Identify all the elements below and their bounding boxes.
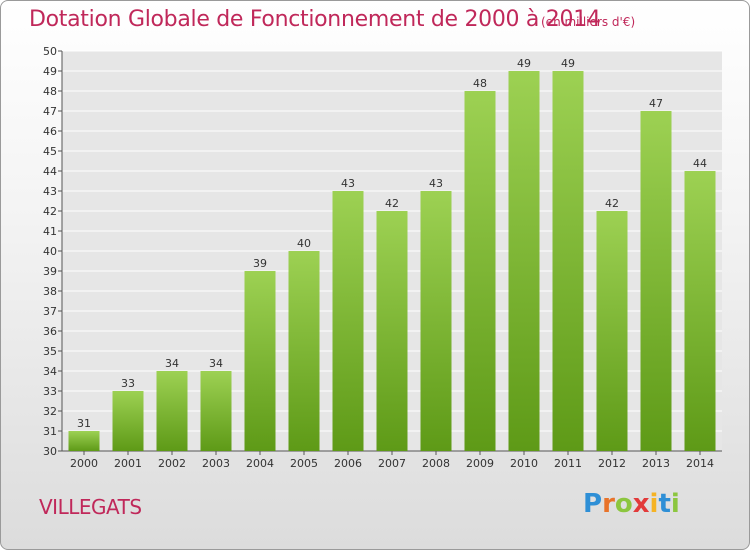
bar-value-label: 47	[649, 97, 663, 110]
bar-value-label: 34	[165, 357, 179, 370]
x-tick-label: 2008	[422, 457, 450, 470]
bar-value-label: 43	[341, 177, 355, 190]
y-tick-label: 39	[43, 265, 57, 278]
bar-value-label: 44	[693, 157, 707, 170]
y-tick-label: 42	[43, 205, 57, 218]
y-tick-label: 32	[43, 405, 57, 418]
x-tick-label: 2001	[114, 457, 142, 470]
y-tick-label: 38	[43, 285, 57, 298]
y-tick-label: 49	[43, 65, 57, 78]
bar	[508, 71, 540, 451]
bar	[420, 191, 452, 451]
bar	[200, 371, 232, 451]
y-tick-label: 46	[43, 125, 57, 138]
proxiti-logo: Proxiti	[583, 489, 680, 519]
logo-letter: i	[649, 489, 659, 519]
y-tick-label: 41	[43, 225, 57, 238]
bar	[684, 171, 716, 451]
x-tick-label: 2003	[202, 457, 230, 470]
x-tick-label: 2014	[686, 457, 714, 470]
y-tick-label: 45	[43, 145, 57, 158]
y-tick-label: 40	[43, 245, 57, 258]
bar-value-label: 49	[517, 57, 531, 70]
bar-value-label: 34	[209, 357, 223, 370]
x-tick-label: 2004	[246, 457, 274, 470]
bar-value-label: 49	[561, 57, 575, 70]
bar-value-label: 40	[297, 237, 311, 250]
x-tick-label: 2011	[554, 457, 582, 470]
bar	[68, 431, 100, 451]
x-tick-label: 2010	[510, 457, 538, 470]
bar	[156, 371, 188, 451]
y-tick-label: 31	[43, 425, 57, 438]
bar	[332, 191, 364, 451]
y-tick-label: 48	[43, 85, 57, 98]
logo-letter: r	[602, 489, 615, 519]
bar-value-label: 42	[385, 197, 399, 210]
y-tick-label: 43	[43, 185, 57, 198]
x-tick-label: 2005	[290, 457, 318, 470]
bar-value-label: 39	[253, 257, 267, 270]
bar	[244, 271, 276, 451]
bar-value-label: 48	[473, 77, 487, 90]
bar-value-label: 31	[77, 417, 91, 430]
logo-letter: P	[583, 489, 603, 519]
x-tick-label: 2012	[598, 457, 626, 470]
y-tick-label: 35	[43, 345, 57, 358]
y-tick-label: 50	[43, 45, 57, 58]
bar-value-label: 43	[429, 177, 443, 190]
logo-letter: x	[632, 489, 650, 519]
logo-letter: o	[614, 489, 633, 519]
x-tick-label: 2000	[70, 457, 98, 470]
y-tick-label: 33	[43, 385, 57, 398]
bar	[596, 211, 628, 451]
logo-letter: i	[670, 489, 680, 519]
chart-title: Dotation Globale de Fonctionnement de 20…	[29, 7, 601, 32]
x-tick-label: 2013	[642, 457, 670, 470]
y-tick-label: 44	[43, 165, 57, 178]
x-tick-label: 2002	[158, 457, 186, 470]
bar	[376, 211, 408, 451]
y-tick-label: 36	[43, 325, 57, 338]
bar-value-label: 33	[121, 377, 135, 390]
chart-unit: (en milliers d'€)	[541, 15, 636, 29]
bar	[640, 111, 672, 451]
commune-name: VILLEGATS	[39, 495, 142, 519]
y-tick-label: 30	[43, 445, 57, 458]
logo-letter: t	[658, 489, 671, 519]
x-tick-label: 2009	[466, 457, 494, 470]
y-tick-label: 47	[43, 105, 57, 118]
x-tick-label: 2007	[378, 457, 406, 470]
y-tick-label: 34	[43, 365, 57, 378]
x-tick-label: 2006	[334, 457, 362, 470]
bar-value-label: 42	[605, 197, 619, 210]
bar	[288, 251, 320, 451]
bar	[464, 91, 496, 451]
bar	[552, 71, 584, 451]
y-tick-label: 37	[43, 305, 57, 318]
bar	[112, 391, 144, 451]
